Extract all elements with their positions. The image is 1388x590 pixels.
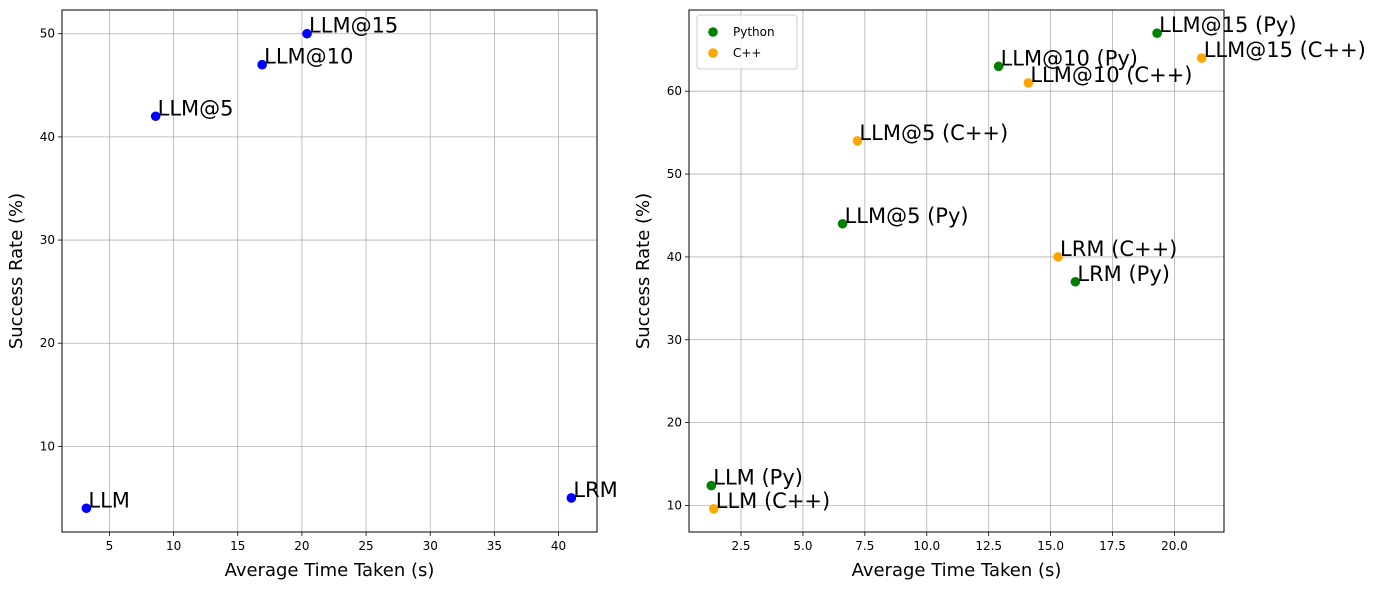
- x-tick-label: 2.5: [731, 539, 750, 553]
- data-point-label: LLM@5: [158, 96, 234, 120]
- y-tick-label: 40: [40, 130, 55, 144]
- data-point: [1053, 252, 1063, 262]
- data-point-label: LLM@15 (C++): [1204, 38, 1366, 62]
- legend-marker: [708, 48, 718, 58]
- data-point-label: LLM (Py): [713, 466, 803, 490]
- data-point-label: LRM (Py): [1077, 262, 1170, 286]
- data-point: [706, 480, 717, 491]
- x-axis-label: Average Time Taken (s): [225, 560, 435, 581]
- data-point: [81, 503, 92, 514]
- legend-marker: [708, 27, 718, 37]
- data-point-label: LLM@10 (C++): [1030, 63, 1192, 87]
- data-point: [1196, 53, 1207, 63]
- data-point-label: LLM: [88, 488, 130, 512]
- data-point: [1152, 28, 1162, 38]
- x-tick-label: 15.0: [1037, 539, 1064, 553]
- right-scatter-plot: 2.5 5.0 7.5 10.0 12.5 15.0 17.5 20.0 10 20 30 40 50 6…: [633, 9, 1366, 581]
- data-point: [993, 61, 1004, 72]
- x-tick-label: 35: [487, 539, 502, 553]
- data-point: [1070, 276, 1081, 287]
- x-tick-label: 20.0: [1161, 539, 1188, 553]
- y-tick-label: 40: [667, 250, 682, 264]
- y-tick-label: 20: [667, 416, 682, 430]
- data-point: [852, 136, 863, 146]
- data-point: [566, 493, 577, 503]
- x-tick-label: 5.0: [793, 539, 812, 553]
- x-tick-label: 17.5: [1099, 539, 1126, 553]
- x-tick-label: 40: [551, 539, 566, 553]
- x-tick-label: 10.0: [913, 539, 940, 553]
- plot-frame: [688, 9, 1225, 533]
- data-point-label: LLM@15: [309, 14, 398, 38]
- data-point: [708, 504, 719, 514]
- x-tick-label: 12.5: [975, 539, 1002, 553]
- data-point-label: LLM@10: [264, 45, 353, 69]
- data-point-label: LLM@5 (C++): [859, 121, 1008, 145]
- legend-box: [696, 14, 798, 70]
- plot-frame: [61, 9, 598, 533]
- x-tick-label: 30: [423, 539, 438, 553]
- x-tick-label: 5: [106, 539, 114, 553]
- y-tick-label: 50: [40, 27, 55, 41]
- data-point: [150, 111, 161, 122]
- y-tick-label: 20: [40, 336, 55, 350]
- legend-label: C++: [733, 46, 762, 60]
- data-point-label: LRM (C++): [1060, 237, 1177, 261]
- y-tick-label: 30: [667, 333, 682, 347]
- y-tick-label: 60: [667, 84, 682, 98]
- left-scatter-plot: 5 10 15 20 25 30 35 40 10 20 30 40 50 Average Time Ta…: [6, 9, 618, 581]
- x-axis-label: Average Time Taken (s): [852, 560, 1062, 581]
- data-point: [837, 218, 848, 229]
- x-tick-label: 10: [166, 539, 181, 553]
- y-axis-label: Success Rate (%): [6, 193, 27, 349]
- data-point: [302, 28, 312, 39]
- data-point-label: LRM: [573, 478, 617, 502]
- x-tick-label: 25: [358, 539, 373, 553]
- data-point: [257, 59, 267, 70]
- data-point-label: LLM@10 (Py): [1001, 46, 1138, 70]
- data-point-label: LLM (C++): [716, 489, 830, 513]
- y-tick-label: 50: [667, 167, 682, 181]
- x-tick-label: 15: [230, 539, 245, 553]
- data-point-label: LLM@15 (Py): [1159, 13, 1296, 37]
- x-tick-label: 20: [294, 539, 309, 553]
- y-tick-label: 10: [40, 439, 55, 453]
- y-tick-label: 30: [40, 233, 55, 247]
- data-point: [1023, 78, 1034, 88]
- y-axis-label: Success Rate (%): [633, 193, 654, 349]
- data-point-label: LLM@5 (Py): [845, 204, 969, 228]
- x-tick-label: 7.5: [855, 539, 874, 553]
- y-tick-label: 10: [667, 498, 682, 512]
- legend-label: Python: [733, 25, 775, 39]
